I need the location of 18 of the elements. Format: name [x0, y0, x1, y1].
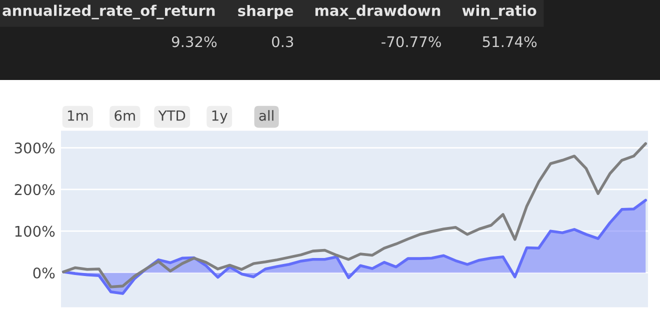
text: 6m — [114, 110, 135, 121]
text: YTD — [158, 110, 186, 121]
line-series — [62, 142, 648, 288]
y-tick-label: 200% — [14, 184, 55, 196]
y-tick-label: 0% — [33, 267, 55, 278]
y-tick-label: 300% — [14, 142, 55, 154]
text: annualized_rate_of_return — [2, 4, 215, 20]
text: 1m — [68, 110, 88, 121]
text: 0.3 — [272, 36, 294, 48]
text: sharpe — [238, 4, 294, 20]
text: 51.74% — [482, 36, 537, 48]
text: 9.32% — [172, 36, 217, 48]
text: all — [259, 110, 274, 121]
text: -70.77% — [382, 36, 441, 48]
text: max_drawdown — [315, 4, 440, 20]
text: win_ratio — [462, 4, 536, 20]
text: 1y — [212, 110, 228, 124]
y-tick-label: 100% — [15, 226, 55, 237]
